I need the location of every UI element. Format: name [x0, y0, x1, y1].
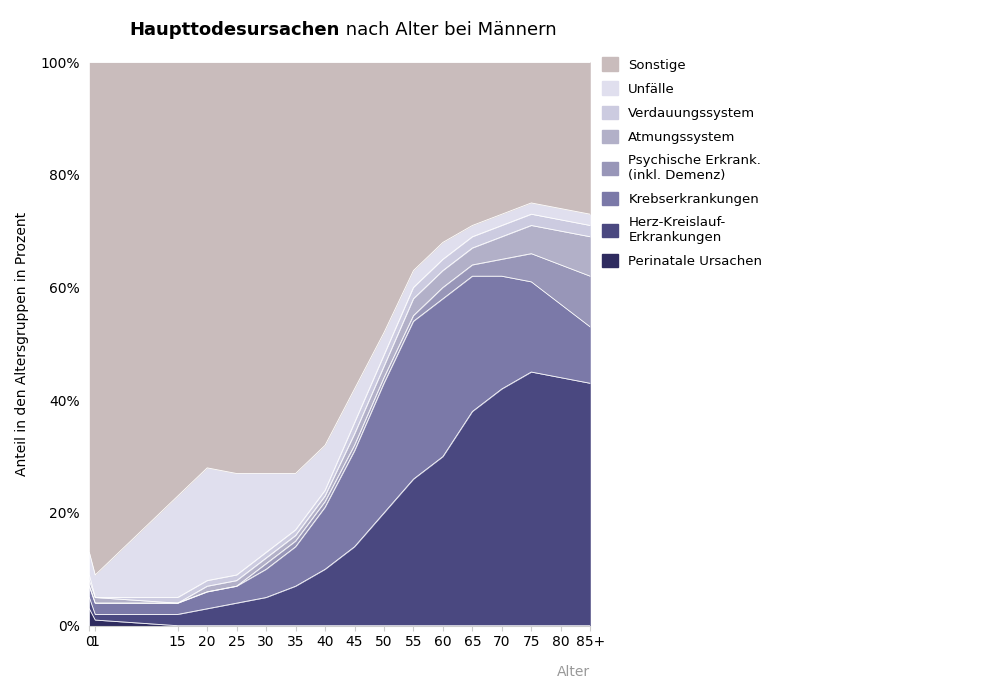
Legend: Sonstige, Unfälle, Verdauungssystem, Atmungssystem, Psychische Erkrank.
(inkl. D: Sonstige, Unfälle, Verdauungssystem, Atm… [602, 57, 762, 268]
Text: Haupttodesursachen: Haupttodesursachen [129, 21, 340, 39]
Text: nach Alter bei Männern: nach Alter bei Männern [340, 21, 556, 39]
Y-axis label: Anteil in den Altersgruppen in Prozent: Anteil in den Altersgruppen in Prozent [15, 212, 29, 476]
Text: Alter: Alter [557, 665, 590, 679]
